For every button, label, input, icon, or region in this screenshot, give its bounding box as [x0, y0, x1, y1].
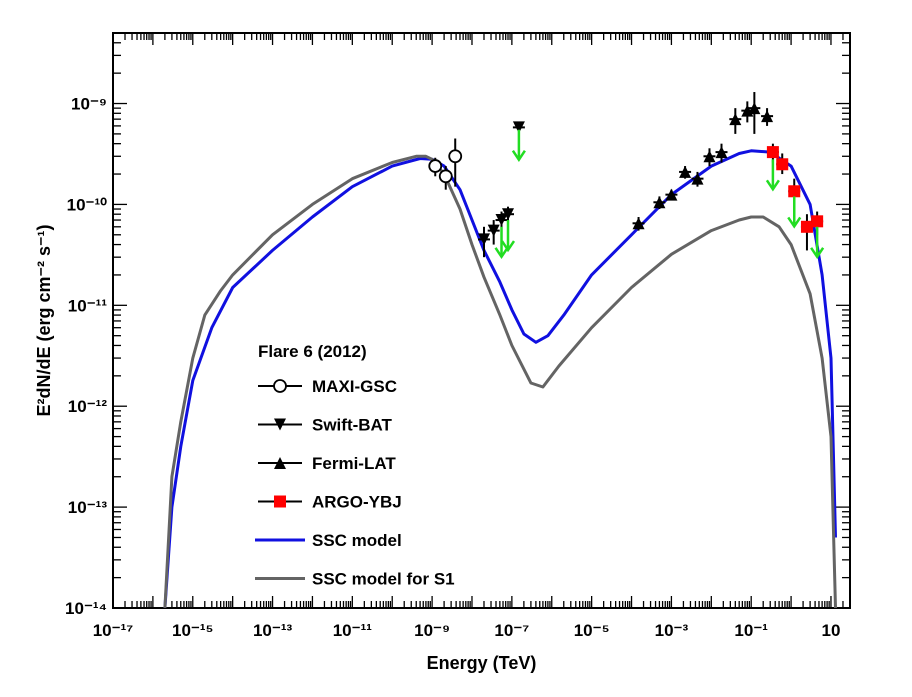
fermi-lat-point [703, 150, 716, 163]
y-tick-label: 10⁻¹⁰ [67, 195, 108, 214]
fermi-lat-point [729, 113, 742, 126]
x-tick-label: 10⁻¹³ [253, 621, 293, 640]
upper-limit-arrowhead [494, 247, 509, 260]
fermi-lat-point [691, 172, 704, 185]
y-tick-label: 10⁻¹³ [68, 498, 108, 517]
legend-label-maxi-gsc: MAXI-GSC [312, 377, 397, 396]
model-line-ssc-model [163, 149, 837, 608]
legend-label-ssc-model-for-s1: SSC model for S1 [312, 570, 455, 589]
model-line-ssc-model-for-s1 [163, 154, 837, 608]
legend-label-argo-ybj: ARGO-YBJ [312, 493, 402, 512]
x-tick-label: 10⁻¹⁵ [172, 621, 214, 640]
legend-marker-fermi-lat [274, 457, 286, 469]
swift-bat-point [502, 208, 515, 221]
legend-marker-argo-ybj [274, 495, 286, 508]
fermi-lat-point [632, 217, 645, 230]
fermi-lat-point [665, 188, 678, 201]
x-tick-label: 10⁻⁵ [574, 621, 610, 640]
x-tick-label: 10 [822, 621, 841, 640]
upper-limit-arrowhead [500, 240, 516, 253]
y-axis-title: E²dN/dE (erg cm⁻² s⁻¹) [34, 224, 54, 416]
legend-label-swift-bat: Swift-BAT [312, 416, 393, 435]
upper-limit-arrows [494, 129, 825, 260]
argo-ybj-point [811, 215, 824, 228]
fermi-lat-point [761, 110, 774, 123]
argo-ybj-point [800, 220, 813, 233]
x-axis-ticks [112, 33, 851, 608]
legend-marker-maxi-gsc [273, 379, 287, 393]
legend: Flare 6 (2012) MAXI-GSC Swift-BAT Fermi-LAT… [255, 342, 455, 589]
y-tick-label: 10⁻¹² [68, 397, 108, 416]
fermi-lat-point [653, 196, 666, 209]
swift-bat-point [477, 233, 490, 246]
swift-bat-point [512, 121, 525, 134]
x-tick-label: 10⁻¹⁷ [93, 621, 134, 640]
legend-marker-swift-bat [274, 418, 286, 431]
x-axis-tick-labels: 10⁻¹⁷ 10⁻¹⁵ 10⁻¹³ 10⁻¹¹ 10⁻⁹ 10⁻⁷ 10⁻⁵ 10⁻³ 10⁻¹… [93, 621, 841, 640]
y-tick-label: 10⁻⁹ [71, 95, 107, 114]
model-lines [163, 149, 837, 608]
fermi-lat-point [679, 165, 692, 178]
x-tick-label: 10⁻¹¹ [333, 621, 373, 640]
x-tick-label: 10⁻³ [655, 621, 689, 640]
upper-limit-arrowhead [511, 150, 526, 162]
maxi-gsc-point [438, 169, 453, 184]
maxi-gsc-point [448, 149, 463, 164]
x-tick-label: 10⁻⁹ [414, 621, 450, 640]
argo-ybj-point [788, 185, 801, 198]
upper-limit-arrowhead [787, 216, 802, 229]
swift-bat-point [487, 224, 500, 237]
argo-ybj-point [776, 158, 789, 171]
legend-label-fermi-lat: Fermi-LAT [312, 454, 396, 473]
x-tick-label: 10⁻⁷ [494, 621, 529, 640]
upper-limit-arrowhead [765, 179, 780, 192]
maxi-gsc-point [428, 159, 443, 173]
fermi-lat-point [715, 146, 728, 159]
data-points [428, 92, 824, 258]
x-axis-title: Energy (TeV) [427, 653, 537, 673]
y-axis-tick-labels: 10⁻¹⁴ 10⁻¹³ 10⁻¹² 10⁻¹¹ 10⁻¹⁰ 10⁻⁹ [65, 95, 107, 618]
legend-label-ssc-model: SSC model [312, 531, 402, 550]
y-tick-label: 10⁻¹⁴ [65, 599, 107, 618]
fermi-lat-point [748, 102, 761, 115]
y-tick-label: 10⁻¹¹ [68, 296, 108, 315]
argo-ybj-point [766, 146, 779, 159]
upper-limit-arrowhead [810, 247, 825, 260]
legend-title: Flare 6 (2012) [258, 342, 367, 361]
swift-bat-point [495, 214, 508, 227]
y-axis-ticks [113, 32, 850, 609]
x-tick-label: 10⁻¹ [734, 621, 768, 640]
